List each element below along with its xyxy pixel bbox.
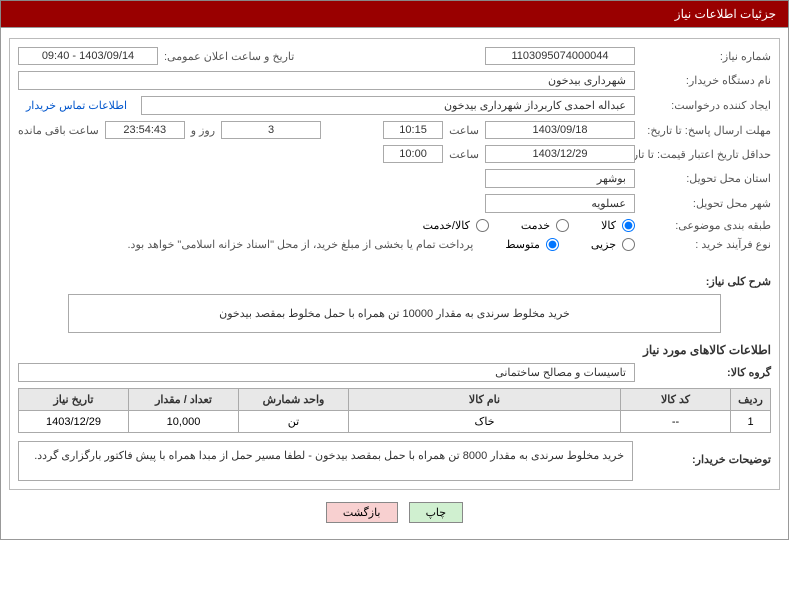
response-deadline-label: مهلت ارسال پاسخ: تا تاریخ: — [641, 124, 771, 137]
category-label: طبقه بندی موضوعی: — [641, 219, 771, 232]
print-button[interactable]: چاپ — [409, 502, 464, 523]
category-goods-service-option[interactable]: کالا/خدمت — [423, 219, 489, 232]
radio-goods[interactable] — [622, 219, 635, 232]
goods-group-value: تاسیسات و مصالح ساختمانی — [18, 363, 635, 382]
need-number-label: شماره نیاز: — [641, 50, 771, 63]
radio-goods-service[interactable] — [476, 219, 489, 232]
response-time: 10:15 — [383, 121, 443, 139]
td-idx: 1 — [731, 411, 771, 433]
td-unit: تن — [239, 411, 349, 433]
goods-info-title: اطلاعات کالاهای مورد نیاز — [18, 343, 771, 357]
delivery-city-label: شهر محل تحویل: — [641, 197, 771, 210]
requester-label: ایجاد کننده درخواست: — [641, 99, 771, 112]
payment-note: پرداخت تمام یا بخشی از مبلغ خرید، از محل… — [128, 238, 474, 251]
days-and-label: روز و — [191, 124, 215, 137]
time-label-1: ساعت — [449, 124, 479, 137]
table-header-row: ردیف کد کالا نام کالا واحد شمارش تعداد /… — [19, 389, 771, 411]
panel-title: جزئیات اطلاعات نیاز — [675, 7, 776, 21]
th-date: تاریخ نیاز — [19, 389, 129, 411]
th-qty: تعداد / مقدار — [129, 389, 239, 411]
table-row: 1 -- خاک تن 10,000 1403/12/29 — [19, 411, 771, 433]
announce-label: تاریخ و ساعت اعلان عمومی: — [164, 50, 294, 63]
panel-header: جزئیات اطلاعات نیاز — [0, 0, 789, 27]
back-button[interactable]: بازگشت — [326, 502, 398, 523]
th-unit: واحد شمارش — [239, 389, 349, 411]
td-name: خاک — [349, 411, 621, 433]
radio-medium[interactable] — [546, 238, 559, 251]
response-date: 1403/09/18 — [485, 121, 635, 139]
form-panel: شماره نیاز: 1103095074000044 تاریخ و ساع… — [9, 38, 780, 490]
delivery-city: عسلویه — [485, 194, 635, 213]
goods-table: ردیف کد کالا نام کالا واحد شمارش تعداد /… — [18, 388, 771, 433]
outer-panel: شماره نیاز: 1103095074000044 تاریخ و ساع… — [0, 27, 789, 540]
button-row: چاپ بازگشت — [9, 490, 780, 529]
goods-group-label: گروه کالا: — [641, 366, 771, 379]
process-medium-option[interactable]: متوسط — [505, 238, 559, 251]
remaining-label: ساعت باقی مانده — [18, 124, 99, 137]
process-type-label: نوع فرآیند خرید : — [641, 238, 771, 251]
delivery-province: بوشهر — [485, 169, 635, 188]
delivery-province-label: استان محل تحویل: — [641, 172, 771, 185]
time-remaining: 23:54:43 — [105, 121, 185, 139]
need-number-value: 1103095074000044 — [485, 47, 635, 65]
th-code: کد کالا — [621, 389, 731, 411]
buyer-org-label: نام دستگاه خریدار: — [641, 74, 771, 87]
td-code: -- — [621, 411, 731, 433]
summary-text: خرید مخلوط سرندی به مقدار 10000 تن همراه… — [219, 308, 570, 320]
buyer-contact-link[interactable]: اطلاعات تماس خریدار — [18, 99, 135, 112]
radio-service[interactable] — [556, 219, 569, 232]
validity-label: حداقل تاریخ اعتبار قیمت: تا تاریخ: — [641, 148, 771, 161]
th-idx: ردیف — [731, 389, 771, 411]
buyer-desc-text: خرید مخلوط سرندی به مقدار 8000 تن همراه … — [34, 450, 624, 462]
category-goods-option[interactable]: کالا — [601, 219, 635, 232]
requester-value: عبداله احمدی کاربرداز شهرداری بیدخون — [141, 96, 635, 115]
td-qty: 10,000 — [129, 411, 239, 433]
buyer-org-value: شهرداری بیدخون — [18, 71, 635, 90]
th-name: نام کالا — [349, 389, 621, 411]
days-remaining: 3 — [221, 121, 321, 139]
buyer-desc-box: خرید مخلوط سرندی به مقدار 8000 تن همراه … — [18, 441, 633, 481]
buyer-desc-label: توضیحات خریدار: — [641, 441, 771, 466]
announce-value: 1403/09/14 - 09:40 — [18, 47, 158, 65]
td-date: 1403/12/29 — [19, 411, 129, 433]
validity-date: 1403/12/29 — [485, 145, 635, 163]
summary-label: شرح کلی نیاز: — [641, 275, 771, 288]
time-label-2: ساعت — [449, 148, 479, 161]
process-partial-option[interactable]: جزیی — [591, 238, 635, 251]
summary-box: خرید مخلوط سرندی به مقدار 10000 تن همراه… — [68, 294, 721, 333]
radio-partial[interactable] — [622, 238, 635, 251]
category-service-option[interactable]: خدمت — [521, 219, 569, 232]
validity-time: 10:00 — [383, 145, 443, 163]
